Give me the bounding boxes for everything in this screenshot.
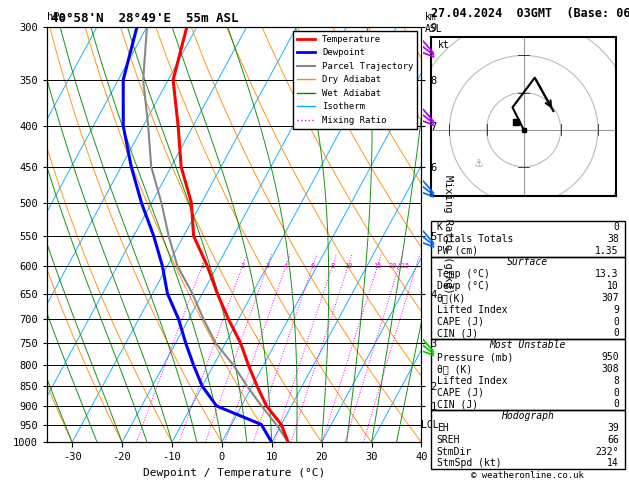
Text: CAPE (J): CAPE (J) — [437, 387, 484, 398]
Text: Totals Totals: Totals Totals — [437, 234, 513, 244]
Text: 9: 9 — [613, 305, 619, 315]
Text: 40°58'N  28°49'E  55m ASL: 40°58'N 28°49'E 55m ASL — [51, 12, 238, 25]
Text: km
ASL: km ASL — [425, 12, 442, 34]
Text: 27.04.2024  03GMT  (Base: 06): 27.04.2024 03GMT (Base: 06) — [431, 7, 629, 20]
Text: 14: 14 — [607, 458, 619, 469]
Text: EH: EH — [437, 423, 448, 433]
Text: 0: 0 — [613, 329, 619, 338]
Text: CIN (J): CIN (J) — [437, 399, 478, 409]
Text: CAPE (J): CAPE (J) — [437, 316, 484, 327]
Text: 232°: 232° — [595, 447, 619, 456]
Text: Temp (°C): Temp (°C) — [437, 269, 489, 279]
Text: 39: 39 — [607, 423, 619, 433]
Text: θᴄ(K): θᴄ(K) — [437, 293, 466, 303]
Text: 0: 0 — [613, 316, 619, 327]
Text: θᴄ (K): θᴄ (K) — [437, 364, 472, 374]
Text: 38: 38 — [607, 234, 619, 244]
Text: kt: kt — [438, 40, 450, 50]
X-axis label: Dewpoint / Temperature (°C): Dewpoint / Temperature (°C) — [143, 468, 325, 478]
Text: 6: 6 — [311, 263, 315, 269]
Text: 20/25: 20/25 — [389, 263, 409, 269]
Text: ⚓: ⚓ — [474, 159, 484, 169]
Bar — [431, 221, 625, 257]
Bar — [431, 257, 625, 339]
Text: Lifted Index: Lifted Index — [437, 305, 507, 315]
Bar — [431, 410, 625, 469]
Text: 2: 2 — [240, 263, 245, 269]
Text: 10: 10 — [344, 263, 352, 269]
Text: 8: 8 — [613, 376, 619, 386]
Text: LCL: LCL — [421, 419, 439, 430]
Text: 307: 307 — [601, 293, 619, 303]
Text: 15: 15 — [374, 263, 382, 269]
Text: 0: 0 — [613, 399, 619, 409]
Y-axis label: Mixing Ratio (g/kg): Mixing Ratio (g/kg) — [443, 175, 454, 294]
Text: SREH: SREH — [437, 435, 460, 445]
Text: 4: 4 — [284, 263, 288, 269]
Text: 13.3: 13.3 — [595, 269, 619, 279]
Text: 3: 3 — [265, 263, 270, 269]
Text: StmSpd (kt): StmSpd (kt) — [437, 458, 501, 469]
Text: PW (cm): PW (cm) — [437, 246, 478, 256]
Text: StmDir: StmDir — [437, 447, 472, 456]
Text: 1.35: 1.35 — [595, 246, 619, 256]
Text: © weatheronline.co.uk: © weatheronline.co.uk — [471, 471, 584, 480]
Text: 308: 308 — [601, 364, 619, 374]
Text: 0: 0 — [613, 387, 619, 398]
Text: 8: 8 — [330, 263, 335, 269]
Bar — [431, 339, 625, 410]
Legend: Temperature, Dewpoint, Parcel Trajectory, Dry Adiabat, Wet Adiabat, Isotherm, Mi: Temperature, Dewpoint, Parcel Trajectory… — [293, 31, 417, 129]
Text: 0: 0 — [613, 222, 619, 232]
Text: 1: 1 — [200, 263, 204, 269]
Text: 10: 10 — [607, 281, 619, 291]
Text: K: K — [437, 222, 443, 232]
Text: Dewp (°C): Dewp (°C) — [437, 281, 489, 291]
Text: Pressure (mb): Pressure (mb) — [437, 352, 513, 362]
Text: Surface: Surface — [507, 258, 548, 267]
Text: Hodograph: Hodograph — [501, 411, 554, 421]
Text: hPa: hPa — [47, 12, 66, 22]
Text: Most Unstable: Most Unstable — [489, 340, 566, 350]
Text: 950: 950 — [601, 352, 619, 362]
Text: 66: 66 — [607, 435, 619, 445]
Text: Lifted Index: Lifted Index — [437, 376, 507, 386]
Text: CIN (J): CIN (J) — [437, 329, 478, 338]
